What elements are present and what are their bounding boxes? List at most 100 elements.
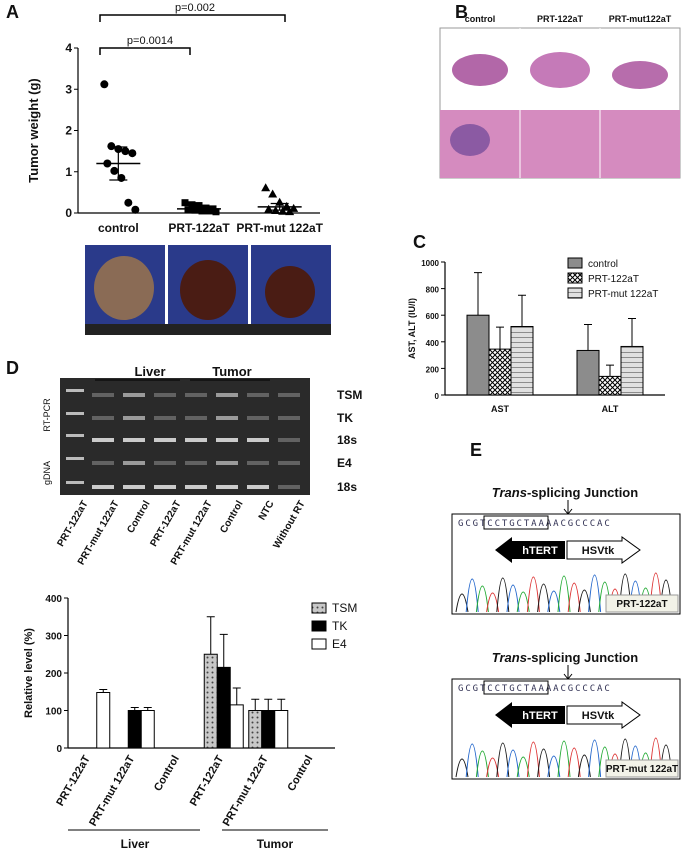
bar (127, 710, 142, 749)
panel-label: A (6, 2, 19, 22)
bar (261, 710, 276, 749)
ladder-band (66, 481, 84, 484)
gel-band (92, 393, 114, 397)
bar (466, 314, 490, 396)
gel-band (185, 485, 207, 489)
bar (140, 710, 155, 749)
x-tick-label: AST (491, 404, 510, 414)
lane-label: Without RT (271, 499, 307, 551)
panel-label: D (6, 358, 19, 378)
histology (439, 27, 681, 179)
htert-arrow (495, 702, 565, 728)
gel-band (247, 461, 269, 465)
htert-arrow (495, 537, 565, 563)
x-tick-label: ALT (602, 404, 619, 414)
data-point (107, 142, 116, 151)
sample-box (605, 594, 679, 613)
bar (96, 692, 111, 749)
histology-label: PRT-122aT (537, 14, 584, 24)
error-bar (496, 326, 504, 350)
bar (488, 348, 512, 396)
data-point (278, 206, 288, 215)
gel-band-label: TK (337, 411, 353, 425)
gel-band (247, 438, 269, 442)
sequence: GCGTCCTGCTAAAACGCCCAC (458, 519, 612, 529)
error-bar (518, 294, 526, 327)
legend-swatch (567, 257, 583, 269)
ladder-band (66, 434, 84, 437)
panel-label: B (455, 2, 468, 22)
data-point (121, 147, 130, 156)
gel-band-label: 18s (337, 480, 357, 494)
data-point (128, 149, 137, 158)
chromatogram-peak (465, 578, 479, 613)
data-point (205, 207, 213, 215)
chromatogram-peak (496, 742, 510, 778)
gel-band (278, 416, 300, 420)
panel-label: C (413, 232, 426, 252)
x-tick-label: PRT-mut 122aT (236, 221, 323, 235)
legend-swatch (567, 287, 583, 299)
chromatogram-peak (526, 741, 540, 778)
x-tick-label: Control (285, 754, 315, 794)
gel-band-label: TSM (337, 388, 362, 402)
chromatogram-peak (567, 582, 581, 613)
lane-label: NTC (257, 499, 277, 522)
chromatogram-peak (557, 740, 571, 778)
error-bar (143, 707, 152, 711)
histology-label: control (465, 14, 496, 24)
gel-band (154, 438, 176, 442)
title-italic: Trans (492, 650, 527, 665)
y-tick-label: 0 (56, 744, 62, 755)
error-bar (219, 633, 228, 668)
gel-band (185, 461, 207, 465)
x-tick-label: PRT-122aT (54, 753, 93, 808)
chromatogram-peak (496, 577, 510, 613)
chromatogram-peak (588, 739, 602, 778)
ladder-band (66, 389, 84, 392)
chromatogram-peak (475, 750, 489, 778)
gel-band (247, 485, 269, 489)
y-tick-label: 100 (45, 707, 62, 718)
error-bar (628, 318, 636, 347)
gel-band (154, 461, 176, 465)
gel-method: RT-PCR (42, 398, 52, 432)
lane-label: PRT-122aT (149, 499, 184, 549)
legend-label: PRT-122aT (588, 274, 639, 285)
x-tick-label: PRT-mut 122aT (221, 753, 271, 828)
title-text: -splicing Junction (527, 485, 638, 500)
junction-box (483, 680, 549, 695)
htert-label: hTERT (522, 710, 558, 722)
y-tick-label: 1 (65, 165, 72, 179)
legend-label: PRT-mut 122aT (588, 289, 658, 300)
bracket (99, 14, 286, 22)
bar (274, 710, 289, 749)
gel-band (123, 393, 145, 397)
data-point (268, 189, 278, 198)
error-bar (99, 689, 108, 693)
data-point (181, 199, 189, 207)
y-tick-label: 3 (65, 82, 72, 96)
lane-label: Control (125, 499, 152, 535)
legend-swatch (311, 602, 327, 614)
data-point (131, 205, 140, 214)
error-bar (584, 324, 592, 351)
gel-group: Liver (134, 364, 165, 379)
gel-band (278, 393, 300, 397)
x-tick-label: PRT-mut 122aT (87, 753, 137, 828)
y-tick-label: 4 (65, 41, 72, 55)
p-value: p=0.002 (175, 2, 215, 14)
gel-band (185, 416, 207, 420)
gel-band (123, 416, 145, 420)
chromatogram-peak (557, 575, 571, 613)
error-bar (270, 202, 289, 211)
y-tick-label: 2 (65, 124, 72, 138)
bar (620, 345, 644, 396)
y-tick-label: 200 (426, 365, 440, 374)
gel-band (216, 393, 238, 397)
error-bar (109, 146, 128, 181)
error-bar (264, 698, 273, 711)
htert-label: hTERT (522, 545, 558, 557)
legend-swatch (311, 638, 327, 650)
hsvtk-label: HSVtk (582, 710, 615, 722)
